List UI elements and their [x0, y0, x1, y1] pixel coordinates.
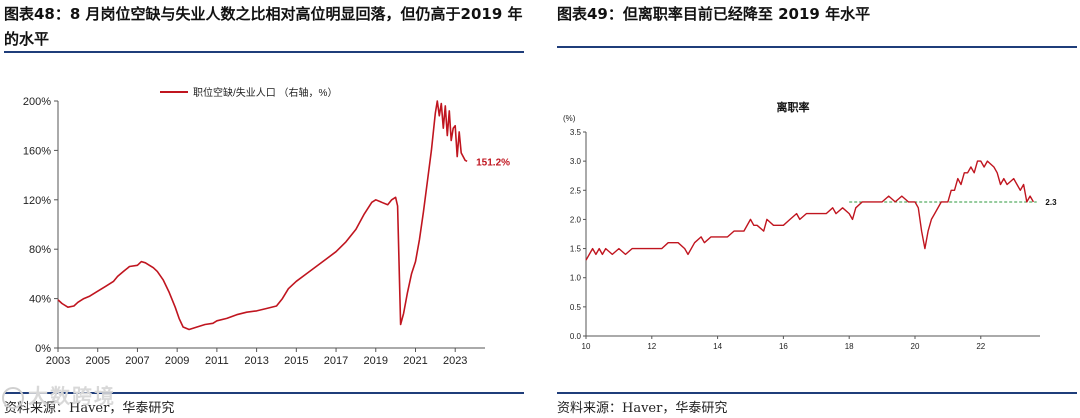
- right-title-text: 但离职率目前已经降至 2019 年水平: [622, 5, 871, 23]
- left-title-text: 8 月岗位空缺与失业人数之比相对高位明显回落，但仍高于2019 年的水平: [4, 5, 523, 48]
- left-x-tick-label: 2019: [364, 355, 388, 367]
- left-y-tick-label: 80%: [29, 244, 51, 256]
- right-x-tick-label: 14: [713, 342, 722, 351]
- left-title-prefix: 图表48：: [4, 5, 70, 23]
- right-x-tick-label: 20: [911, 342, 920, 351]
- right-y-unit: (%): [563, 114, 576, 123]
- left-legend-label: 职位空缺/失业人口 （右轴，%）: [193, 86, 337, 99]
- left-y-tick-label: 0%: [35, 343, 51, 355]
- right-x-tick-label: 16: [779, 342, 788, 351]
- left-y-tick-label: 200%: [23, 96, 51, 108]
- right-source-rule: [557, 392, 1077, 394]
- right-y-tick-label: 3.0: [570, 157, 582, 166]
- right-x-tick-label: 12: [647, 342, 656, 351]
- left-x-tick-label: 2005: [85, 355, 109, 367]
- left-x-tick-label: 2013: [244, 355, 268, 367]
- right-source: 资料来源：Haver，华泰研究: [557, 401, 728, 416]
- right-y-tick-label: 3.5: [570, 128, 582, 137]
- left-y-tick-label: 120%: [23, 195, 51, 207]
- left-chart: 0% 40% 80% 120% 160% 200% 2003 2005 2007 2009 2011…: [23, 86, 510, 367]
- watermark-text: 大数跨境: [28, 384, 116, 408]
- left-end-value-label: 151.2%: [476, 157, 510, 168]
- left-x-tick-label: 2021: [403, 355, 427, 367]
- left-x-tick-label: 2003: [46, 355, 70, 367]
- right-title-rule: [557, 46, 1077, 48]
- right-y-tick-label: 1.0: [570, 274, 582, 283]
- left-x-tick-label: 2017: [324, 355, 348, 367]
- right-y-tick-label: 0.5: [570, 303, 582, 312]
- right-x-tick-label: 22: [976, 342, 985, 351]
- left-x-tick-label: 2009: [165, 355, 189, 367]
- right-x-tick-label: 10: [582, 342, 591, 351]
- right-series-line: [585, 160, 1035, 261]
- left-series-line: [57, 100, 468, 331]
- left-source: 资料来源：Haver，华泰研究: [4, 401, 175, 416]
- right-chart-title: 图表49：但离职率目前已经降至 2019 年水平: [557, 2, 1077, 27]
- right-y-tick-label: 0.0: [570, 332, 582, 341]
- left-x-tick-label: 2011: [205, 355, 229, 367]
- right-y-tick-label: 2.5: [570, 186, 582, 195]
- left-panel: 图表48：8 月岗位空缺与失业人数之比相对高位明显回落，但仍高于2019 年的水…: [0, 0, 527, 418]
- watermark: 大数跨境: [2, 380, 116, 409]
- watermark-logo-icon: [2, 386, 24, 409]
- left-y-tick-label: 40%: [29, 294, 51, 306]
- right-plot-title: 离职率: [777, 100, 810, 114]
- right-y-tick-label: 1.5: [570, 245, 582, 254]
- right-title-prefix: 图表49：: [557, 5, 623, 23]
- right-y-tick-label: 2.0: [570, 215, 582, 224]
- left-source-rule: [4, 392, 524, 394]
- right-end-value-label: 2.3: [1045, 198, 1057, 207]
- right-chart: 离职率 (%) 0.0 0.5 1.0 1.5 2.0 2.5 3.0 3.5 10 12 14 16 18…: [563, 100, 1057, 351]
- right-panel: 图表49：但离职率目前已经降至 2019 年水平 离职率 (%) 0.0 0.5 1.0…: [553, 0, 1080, 418]
- left-chart-title: 图表48：8 月岗位空缺与失业人数之比相对高位明显回落，但仍高于2019 年的水…: [4, 2, 524, 52]
- left-y-tick-label: 160%: [23, 145, 51, 157]
- right-x-tick-label: 18: [845, 342, 854, 351]
- left-title-rule: [4, 51, 524, 53]
- left-x-tick-label: 2023: [443, 355, 467, 367]
- left-x-tick-label: 2015: [284, 355, 308, 367]
- left-x-tick-label: 2007: [125, 355, 149, 367]
